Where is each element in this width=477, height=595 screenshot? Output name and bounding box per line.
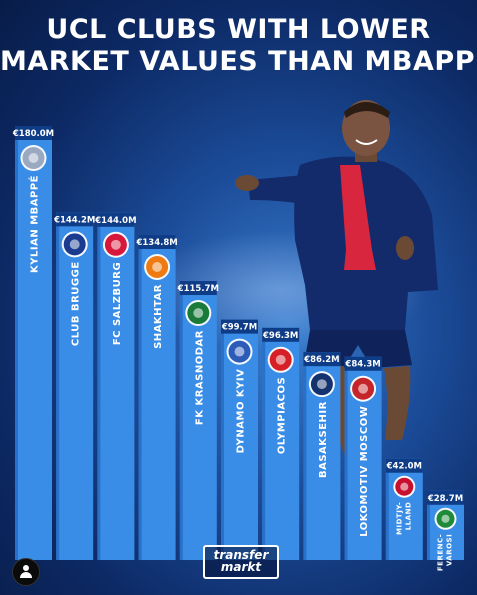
bar-value-badge: [97, 212, 135, 227]
bar-value-label: €134.8M: [135, 238, 177, 248]
bar-value-label: €180.0M: [12, 129, 54, 139]
bar-edge: [179, 281, 183, 560]
bar-value-label: €86.2M: [303, 355, 339, 365]
user-icon-head: [23, 565, 29, 571]
bar-value-label: €99.7M: [221, 323, 257, 333]
bar-value-badge: [262, 327, 300, 342]
bar-edge: [15, 126, 18, 560]
logo-line-1: transfer: [213, 548, 269, 562]
crest-inner: [275, 354, 286, 365]
crest-inner: [400, 482, 409, 491]
bar-category-label: LLAND: [404, 502, 412, 531]
bar-edge: [97, 212, 101, 561]
chart-title: UCL CLUBS WITH LOWER MARKET VALUES THAN …: [0, 14, 477, 78]
crest-inner: [316, 379, 327, 390]
bar-category-label: VAROSI: [446, 534, 454, 566]
bar-value-badge: [344, 356, 382, 371]
crest-inner: [193, 308, 204, 318]
bar-category-label: BASAKSEHIR: [318, 401, 329, 478]
bar-edge: [138, 234, 142, 560]
bar-value-label: €84.3M: [344, 360, 380, 370]
bar-category-label: OLYMPIACOS: [277, 377, 288, 454]
bar-edge: [427, 490, 430, 560]
bar-edge: [262, 327, 266, 560]
bar-value-label: €42.0M: [386, 462, 422, 472]
transfermarkt-logo: transfer markt: [203, 545, 279, 579]
bar-value-label: €115.7M: [177, 284, 219, 294]
chart-title-line-1: UCL CLUBS WITH LOWER: [46, 14, 431, 45]
crest-inner: [152, 262, 163, 272]
chart-title-line-2: MARKET VALUES THAN MBAPPÉ: [0, 46, 477, 77]
bar-category-label: KYLIAN MBAPPÉ: [28, 175, 41, 273]
bar-category-label: FK KRASNODAR: [194, 330, 205, 425]
bar-edge: [385, 458, 389, 560]
bar-category-label: FERENC-: [437, 534, 445, 571]
bar-edge: [56, 212, 60, 560]
bar-value-badge: [138, 234, 176, 249]
bar-value-badge: [179, 281, 217, 296]
user-icon-body: [20, 572, 32, 578]
bar-value-badge: [56, 212, 94, 227]
bar: [15, 126, 52, 560]
logo-line-2: markt: [220, 560, 262, 574]
bar: [97, 212, 135, 561]
bar-value-badge: [15, 126, 52, 140]
bar-category-label: CLUB BRUGGE: [71, 261, 82, 346]
bar-edge: [344, 356, 348, 560]
bar-category-label: SHAKHTAR: [153, 284, 164, 349]
bar-value-badge: [221, 319, 258, 334]
bar-value-badge: [427, 490, 464, 505]
bar-edge: [303, 352, 307, 560]
profile-avatar-button[interactable]: [12, 558, 40, 586]
bar-value-label: €144.2M: [53, 215, 95, 225]
bar-value-badge: [385, 458, 423, 473]
bar-value-badge: [303, 352, 341, 367]
bar-value-label: €144.0M: [94, 216, 136, 226]
bar-value-label: €96.3M: [262, 331, 298, 341]
bar-value-label: €28.7M: [427, 494, 463, 504]
bar: [179, 281, 217, 560]
bar: [56, 212, 94, 560]
bar-category-label: MIDTJY-: [395, 502, 403, 535]
bar-category-label: DYNAMO KYIV: [236, 369, 247, 454]
crest-inner: [234, 346, 245, 357]
crest-inner: [28, 153, 39, 163]
bar-category-label: FC SALZBURG: [112, 262, 123, 345]
crest-inner: [441, 514, 450, 523]
crest-inner: [358, 383, 369, 394]
bar: [138, 234, 176, 560]
bar-edge: [221, 319, 224, 560]
bar-category-label: LOKOMOTIV MOSCOW: [359, 406, 370, 537]
bar: [385, 458, 423, 560]
crest-inner: [110, 239, 121, 250]
crest-inner: [69, 239, 80, 250]
